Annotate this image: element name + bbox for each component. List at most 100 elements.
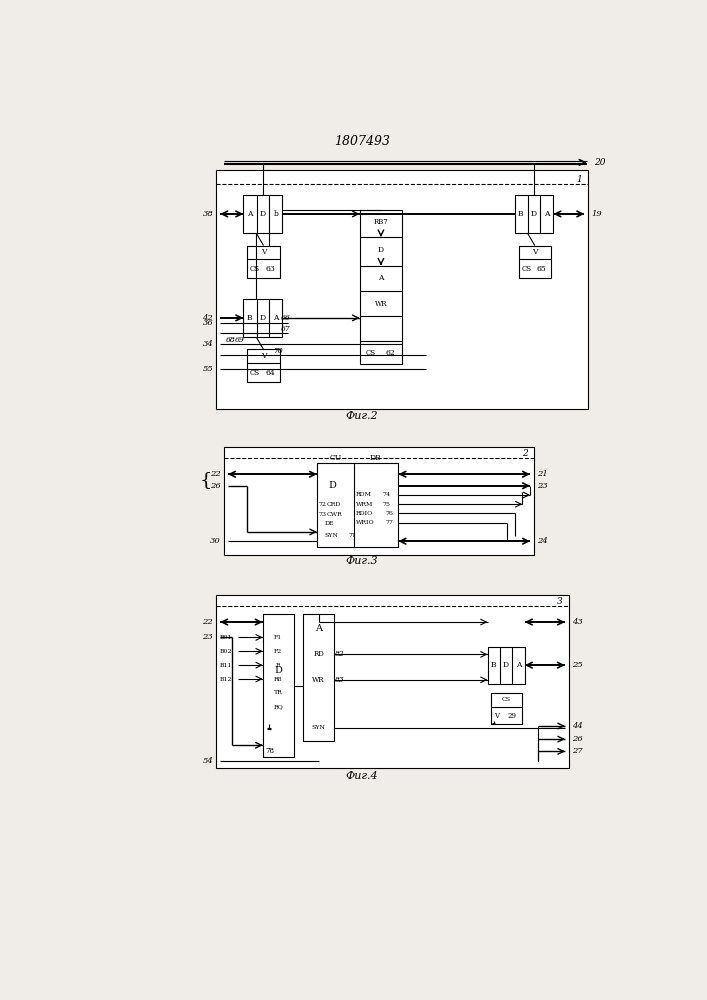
Bar	[243, 195, 282, 233]
Text: RB7: RB7	[373, 218, 388, 226]
Text: D: D	[378, 246, 384, 254]
Text: 23: 23	[202, 633, 213, 641]
Text: 63: 63	[266, 265, 276, 273]
Text: B02: B02	[220, 649, 233, 654]
Text: WR: WR	[375, 300, 387, 308]
Text: 3: 3	[556, 597, 563, 606]
Text: 64: 64	[266, 369, 275, 377]
Text: DB: DB	[369, 454, 381, 462]
Text: B01: B01	[220, 635, 233, 640]
Text: B: B	[491, 661, 496, 669]
Text: SYN: SYN	[312, 725, 325, 730]
Text: CS: CS	[501, 697, 510, 702]
Text: 70: 70	[274, 347, 283, 355]
Text: 71: 71	[348, 533, 356, 538]
Text: A: A	[247, 210, 252, 218]
Bar	[243, 299, 282, 337]
Text: CRD: CRD	[327, 502, 341, 508]
Bar	[488, 647, 525, 684]
Text: 74: 74	[383, 492, 391, 497]
Text: D: D	[503, 661, 509, 669]
Text: 25: 25	[572, 661, 583, 669]
Text: SYN: SYN	[325, 533, 339, 538]
Text: 34: 34	[202, 340, 213, 348]
Text: D: D	[259, 210, 266, 218]
Text: A: A	[515, 661, 521, 669]
Text: WRM: WRM	[356, 502, 373, 507]
Text: Фиг.4: Фиг.4	[346, 771, 378, 781]
Text: WRIO: WRIO	[356, 520, 375, 525]
Text: 73: 73	[319, 512, 327, 517]
Text: Фиг.2: Фиг.2	[346, 411, 378, 421]
Text: CS: CS	[521, 265, 532, 273]
Text: TR: TR	[274, 690, 283, 695]
Text: 36: 36	[202, 319, 213, 327]
Text: R: R	[276, 663, 281, 668]
Text: 1807493: 1807493	[334, 135, 390, 148]
Text: 22: 22	[202, 618, 213, 626]
Text: 44: 44	[572, 722, 583, 730]
Bar	[317, 463, 398, 547]
Text: 77: 77	[385, 520, 393, 525]
Text: 78: 78	[265, 747, 274, 755]
Text: 1: 1	[576, 175, 582, 184]
Text: D: D	[259, 314, 266, 322]
Text: 2: 2	[522, 449, 527, 458]
Text: CWR: CWR	[327, 512, 342, 517]
Text: 22: 22	[210, 470, 221, 478]
Text: D: D	[329, 481, 337, 490]
Bar	[216, 170, 588, 409]
Text: CS: CS	[250, 369, 260, 377]
Text: 23: 23	[537, 482, 548, 490]
Text: 26: 26	[210, 482, 221, 490]
Text: D: D	[274, 666, 282, 675]
Text: B11: B11	[220, 663, 233, 668]
Text: R8: R8	[274, 677, 283, 682]
Text: 69: 69	[235, 336, 245, 344]
Text: CS: CS	[250, 265, 260, 273]
Text: 82: 82	[335, 650, 345, 658]
Bar	[263, 614, 293, 757]
Text: 19: 19	[591, 210, 602, 218]
Bar	[216, 595, 569, 768]
Text: RD: RD	[313, 650, 324, 658]
Bar	[224, 447, 534, 555]
Text: 43: 43	[572, 618, 583, 626]
Bar	[360, 210, 402, 364]
Text: CS: CS	[366, 349, 375, 357]
Text: A: A	[315, 624, 322, 633]
Text: B: B	[518, 210, 524, 218]
Text: 24: 24	[537, 537, 548, 545]
Text: B: B	[247, 314, 252, 322]
Text: B12: B12	[220, 677, 233, 682]
Text: b: b	[274, 210, 279, 218]
Text: RDIO: RDIO	[356, 511, 373, 516]
Text: V: V	[532, 248, 537, 256]
Text: 62: 62	[386, 349, 395, 357]
Text: CU: CU	[329, 454, 341, 462]
Text: RDM: RDM	[356, 492, 372, 497]
Bar	[518, 246, 551, 278]
Text: 72: 72	[319, 502, 327, 508]
Text: 27: 27	[572, 747, 583, 755]
Text: 76: 76	[385, 511, 393, 516]
Text: V: V	[494, 712, 499, 720]
Text: 29: 29	[508, 712, 517, 720]
Text: 42: 42	[202, 314, 213, 322]
Bar	[247, 246, 280, 278]
Text: {: {	[200, 471, 212, 489]
Text: DE: DE	[325, 521, 334, 526]
Text: 66: 66	[281, 314, 291, 322]
Text: 67: 67	[281, 325, 291, 333]
Text: F2: F2	[274, 649, 282, 654]
Text: WR: WR	[312, 676, 325, 684]
Bar	[491, 693, 522, 724]
Text: 83: 83	[335, 676, 345, 684]
Bar	[247, 349, 280, 382]
Text: D: D	[531, 210, 537, 218]
Text: 54: 54	[202, 757, 213, 765]
Text: 75: 75	[383, 502, 391, 507]
Bar	[303, 614, 334, 741]
Text: 20: 20	[595, 158, 606, 167]
Text: 55: 55	[202, 365, 213, 373]
